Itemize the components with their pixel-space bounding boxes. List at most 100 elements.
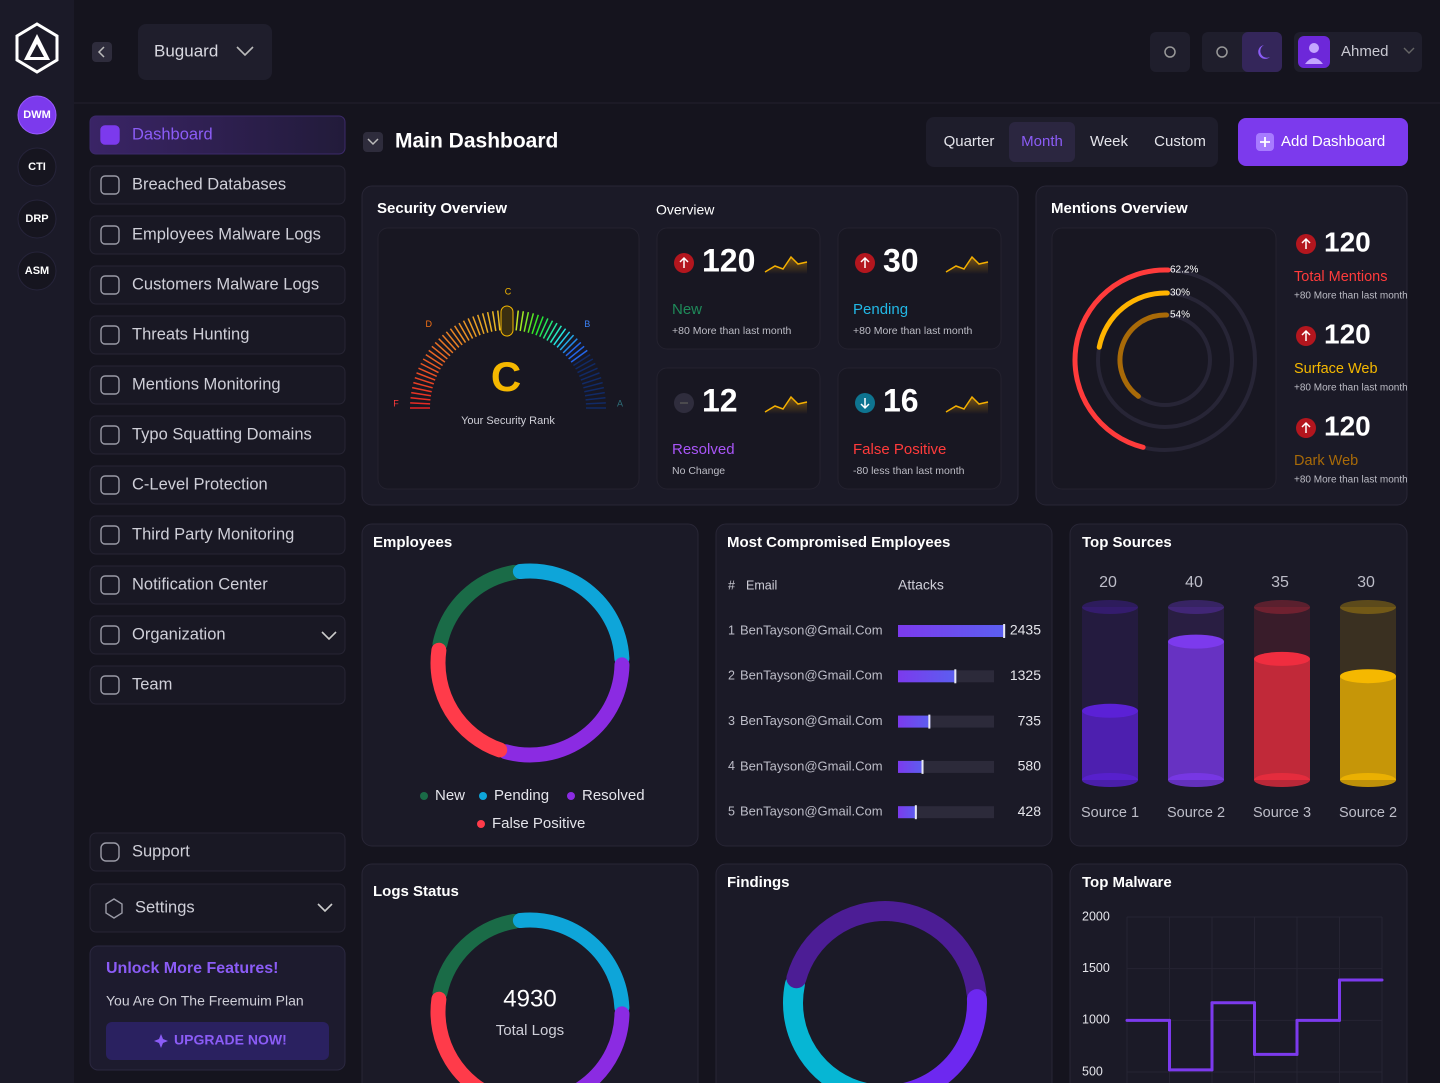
rail-button[interactable] [17,251,57,291]
period-button[interactable]: Week [1090,133,1129,150]
row-email: BenTayson@Gmail.Com [740,668,883,683]
back-button[interactable] [92,42,112,62]
source-value: 30 [1357,574,1375,591]
legend-dot [479,792,487,800]
gauge-tick [425,353,443,367]
stat-note: +80 More than last month [672,325,792,337]
nav-item[interactable] [89,883,346,933]
sparkline [945,395,989,413]
theme-button[interactable] [1150,32,1190,72]
gauge-tick [486,311,493,332]
workspace-select[interactable] [138,24,272,80]
nav-item[interactable] [89,465,346,505]
mention-value: 120 [1324,410,1371,441]
attack-bar [898,760,924,773]
gauge-tick [441,334,457,351]
stat-label: Pending [853,301,908,318]
nav-item[interactable] [89,565,346,605]
period-button[interactable]: Quarter [944,133,995,150]
nav-item[interactable] [89,615,346,655]
gauge-tick [578,367,598,377]
donut-segment [783,974,868,1083]
gauge-tick [431,345,448,360]
row-email: BenTayson@Gmail.Com [740,713,883,728]
cylinder-top [1254,600,1310,614]
rail-button[interactable] [17,95,57,135]
user-name: Ahmed [1341,43,1389,60]
cylinder-top [1082,600,1138,614]
card-title: Top Sources [1082,534,1172,551]
gauge-tick [580,372,600,381]
y-tick-label: 1000 [1082,1013,1110,1027]
cylinder-top [1168,600,1224,614]
nav-item[interactable] [89,832,346,872]
rail-label: ASM [25,265,49,277]
mention-label: Surface Web [1294,361,1378,377]
gauge-tick [565,341,582,357]
section-title: Overview [656,202,715,218]
gauge-tick [410,397,431,401]
nav-item[interactable] [89,265,346,305]
donut-segment [512,912,630,1016]
stat-label: False Positive [853,441,946,458]
period-button[interactable]: Custom [1154,133,1206,150]
source-label: Source 1 [1081,805,1139,821]
rank-caption: Your Security Rank [461,415,555,427]
legend-dot [477,820,485,828]
arc-label: 30% [1170,288,1190,299]
stat-value: 16 [883,382,919,418]
nav-icon [100,275,120,295]
row-rank: 1 [728,623,735,637]
chevron [1403,47,1415,54]
nav-item[interactable] [89,415,346,455]
mention-arc [1096,290,1170,350]
source-label: Source 3 [1253,805,1311,821]
gauge-tick [453,325,467,343]
nav-item[interactable] [89,165,346,205]
nav-label: C-Level Protection [132,475,268,493]
gauge-tick [477,314,485,335]
nav-item[interactable] [89,665,346,705]
row-value: 428 [1018,803,1042,819]
period-button[interactable]: Month [1021,133,1063,150]
chevron [317,903,333,913]
cylinder-base [1254,773,1310,787]
nav-item[interactable] [89,115,346,155]
trend-arrow [1301,329,1311,341]
rail-button[interactable] [17,147,57,187]
cylinder-top [1340,600,1396,614]
gauge-tick [449,328,463,346]
nav-item[interactable] [89,315,346,355]
nav-item[interactable] [89,515,346,555]
gauge-tick [570,349,588,363]
nav-item[interactable] [89,215,346,255]
card [1069,523,1408,847]
mention-arc [1117,312,1170,399]
source-value: 20 [1099,574,1117,591]
card-title: Logs Status [373,883,459,900]
add-dashboard-button[interactable] [1238,118,1408,166]
source-label: Source 2 [1167,805,1225,821]
rail-label: DRP [25,213,48,225]
upgrade-button[interactable] [106,1022,329,1060]
gauge-tick [531,314,539,335]
stat-value: 12 [702,382,738,418]
back-icon [97,46,105,58]
moon-button[interactable] [1242,32,1282,72]
bar-cap [1003,624,1006,638]
stat-note: -80 less than last month [853,465,965,477]
collapse-button[interactable] [363,132,383,152]
nav-item[interactable] [89,365,346,405]
upgrade-label: UPGRADE NOW! [174,1032,287,1048]
donut-segment [432,913,522,1001]
legend-dot [420,792,428,800]
gauge-pointer [500,305,514,337]
row-value: 2435 [1010,622,1041,638]
gauge-tick [497,310,501,331]
source-label: Source 2 [1339,805,1397,821]
rail-button[interactable] [17,199,57,239]
nav-icon [100,675,120,695]
legend-dot [567,792,575,800]
nav-icon [100,525,120,545]
mention-note: +80 More than last month [1294,383,1408,394]
